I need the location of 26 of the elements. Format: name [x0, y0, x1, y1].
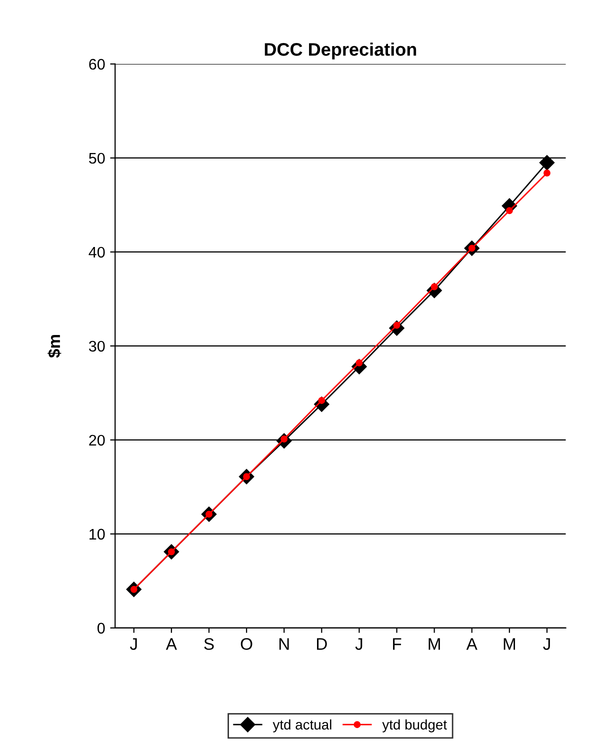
x-tick-label: J	[130, 638, 137, 650]
x-tick-label: S	[204, 638, 214, 650]
x-tick-label: F	[393, 638, 402, 650]
chart-title: DCC Depreciation	[264, 42, 416, 60]
x-tick-label: A	[466, 638, 478, 650]
x-tick-label: D	[317, 638, 327, 650]
point	[544, 170, 550, 176]
x-tick-label: N	[279, 638, 289, 650]
y-tick-label: 60	[89, 58, 105, 70]
x-tick-label: M	[428, 638, 440, 650]
y-axis-title: $m	[48, 334, 62, 358]
x-tick-label: J	[543, 638, 550, 650]
x-tick-label: J	[355, 638, 362, 650]
point	[539, 155, 555, 170]
legend-label: ytd budget	[382, 719, 447, 732]
legend-label: ytd actual	[272, 719, 332, 732]
y-tick-label: 30	[88, 340, 105, 352]
x-tick-label: M	[504, 638, 516, 650]
y-tick-label: 50	[89, 152, 105, 164]
y-tick-label: 40	[88, 246, 105, 258]
x-tick-label: A	[166, 638, 177, 650]
y-tick-label: 10	[90, 528, 105, 540]
x-tick-label: O	[240, 638, 252, 650]
point	[506, 207, 513, 214]
y-tick-label: 0	[97, 622, 105, 634]
y-tick-label: 20	[89, 434, 105, 446]
